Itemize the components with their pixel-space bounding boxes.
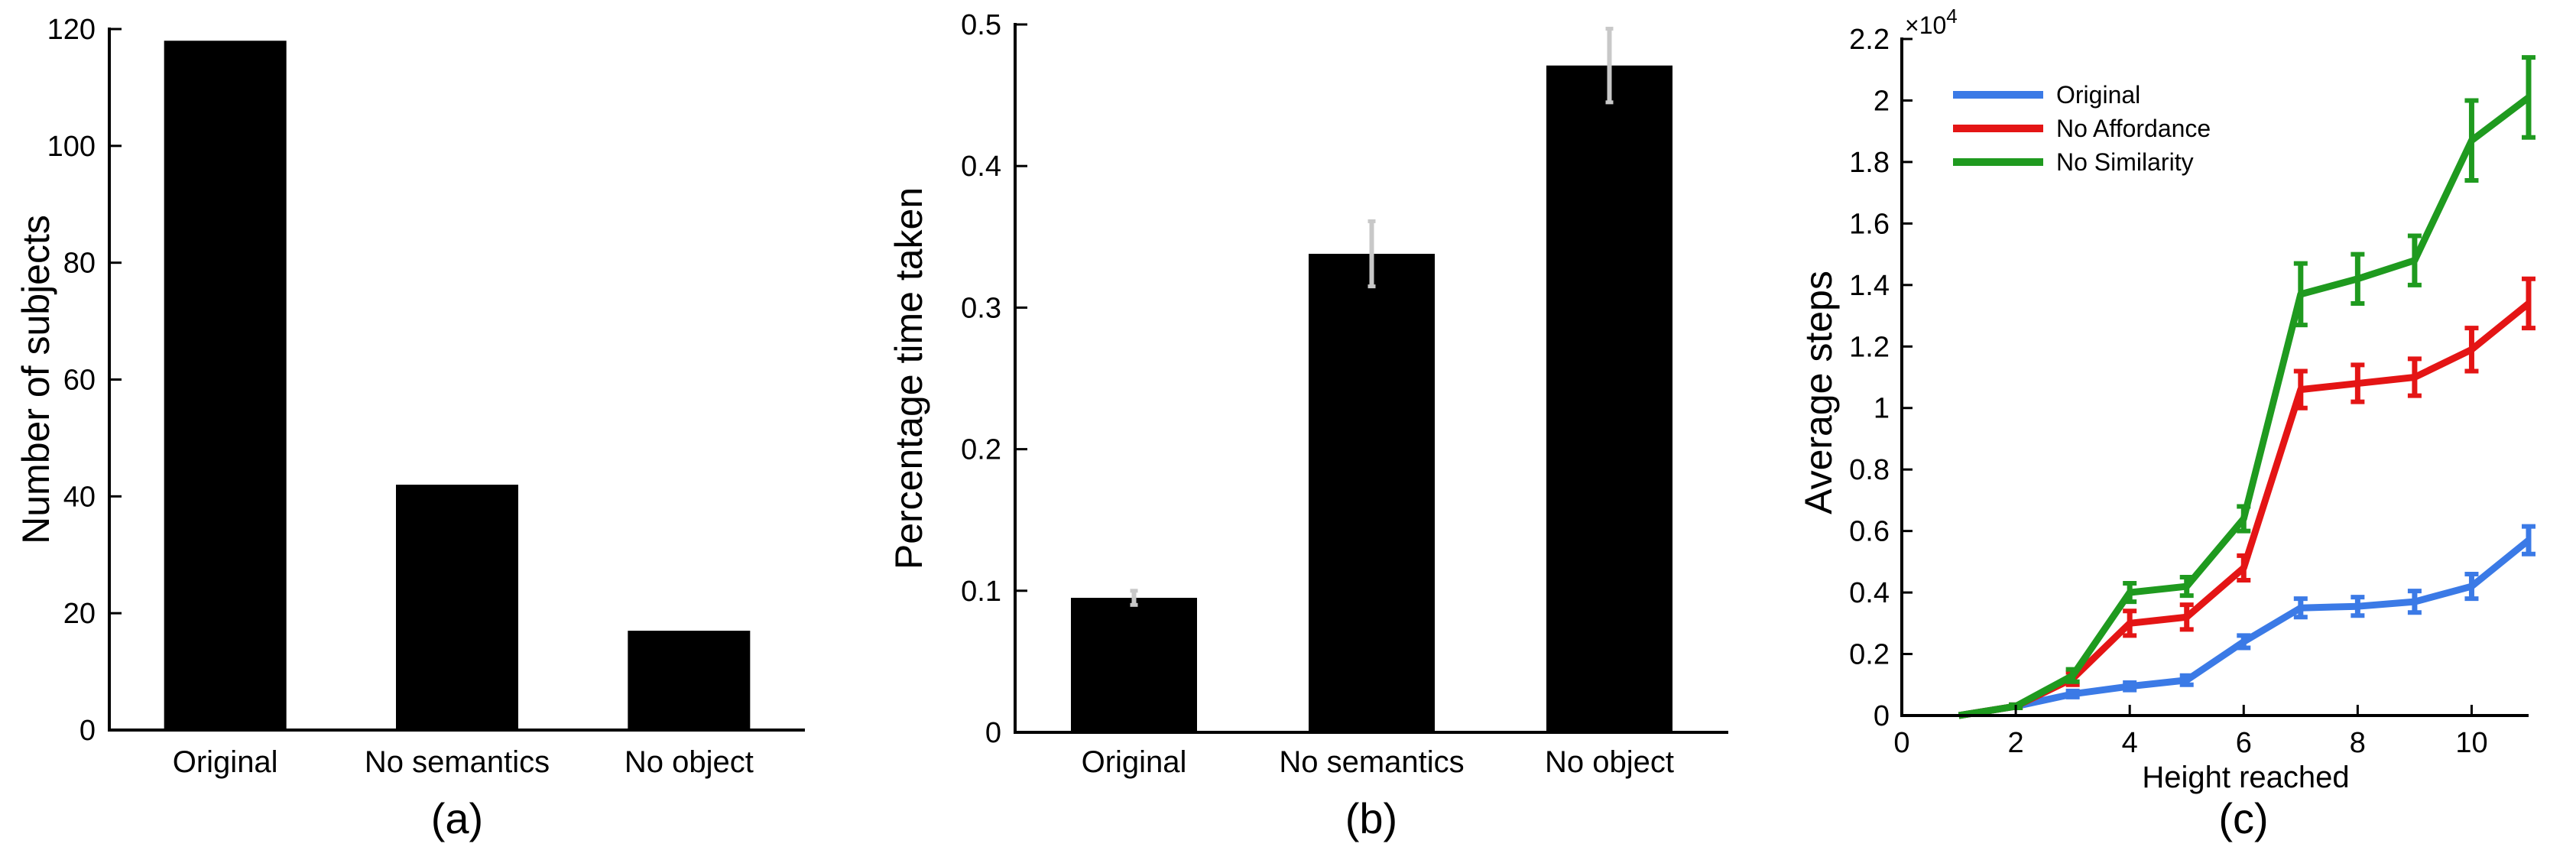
error-bar: [1605, 27, 1614, 105]
x-tick-label: 8: [2350, 727, 2366, 759]
error-bar: [2293, 596, 2308, 620]
error-bar: [2407, 356, 2422, 398]
x-tick-label: 4: [2122, 727, 2138, 759]
y-tick-label: 0.2: [961, 434, 1001, 466]
x-tick-label: No object: [625, 745, 754, 779]
error-bar: [2237, 553, 2251, 583]
error-bar: [2237, 504, 2251, 534]
chart-c: 0 0.2 0.4 0.6 0.8 1 1.2 1.4 1.6 1.8 2 2.2 0 2 4 6 8 10 ×10…: [1797, 5, 2535, 842]
y-tick-label: 0.3: [961, 292, 1001, 324]
error-bar: [2407, 233, 2422, 287]
y-tick-label: 1.4: [1849, 270, 1890, 302]
y-tick-label: 1.8: [1849, 147, 1890, 179]
error-bar: [2123, 608, 2137, 638]
error-bar: [2522, 524, 2535, 557]
y-tick-label: 60: [63, 365, 96, 397]
error-bar: [1367, 219, 1376, 289]
error-bar: [2123, 581, 2137, 605]
y-tick-label: 0.1: [961, 576, 1001, 608]
legend-item: Original: [1953, 81, 2140, 109]
y-tick-label: 0: [985, 717, 1001, 749]
bar: [1546, 65, 1672, 732]
series-no-similarity: [1958, 55, 2535, 719]
x-tick-label: 0: [1893, 727, 1909, 759]
error-bar: [2464, 98, 2479, 183]
y-tick-label: 100: [47, 131, 96, 163]
y-tick-label: 1.6: [1849, 208, 1890, 240]
y-tick-label: 1.2: [1849, 331, 1890, 363]
y-axis-label: Percentage time taken: [887, 187, 930, 570]
legend-label: No Affordance: [2056, 115, 2211, 142]
x-tick-label: No semantics: [365, 745, 550, 779]
y-multiplier-exponent: 4: [1946, 5, 1957, 28]
y-tick-label: 40: [63, 481, 96, 513]
y-multiplier-base: ×10: [1905, 11, 1946, 39]
error-bar: [2293, 261, 2308, 328]
series-original: [1958, 524, 2535, 719]
y-tick-label: 0.5: [961, 9, 1001, 41]
error-bar: [2237, 633, 2251, 651]
error-bar: [2065, 667, 2080, 684]
bar: [164, 41, 287, 731]
error-bar: [2351, 362, 2365, 404]
x-tick-label: Original: [1082, 745, 1187, 779]
legend-label: No Similarity: [2056, 148, 2194, 176]
x-tick-label: 2: [2008, 727, 2024, 759]
error-bar: [2464, 326, 2479, 374]
error-bar: [2351, 252, 2365, 306]
error-bar: [2522, 276, 2535, 331]
error-bar: [2407, 589, 2422, 615]
error-bar: [2464, 571, 2479, 602]
x-tick-label: No semantics: [1279, 745, 1464, 779]
x-axis-label: Height reached: [2142, 761, 2349, 794]
y-tick-label: 0: [79, 715, 96, 747]
chart-a: 0 20 40 60 80 100 120 Original No semantics No ob…: [15, 14, 805, 842]
error-bar: [2123, 680, 2137, 693]
y-tick-label: 1: [1874, 393, 1890, 425]
y-tick-label: 80: [63, 248, 96, 280]
error-bar: [2293, 368, 2308, 411]
y-tick-label: 0.6: [1849, 516, 1890, 548]
bar: [1071, 598, 1197, 732]
error-bar: [2179, 602, 2194, 632]
series-line: [1958, 94, 2531, 719]
y-axis-label: Number of subjects: [15, 215, 57, 544]
x-tick-label: Original: [173, 745, 278, 779]
error-bar: [2522, 55, 2535, 140]
bar: [628, 631, 751, 730]
y-tick-label: 0.4: [1849, 577, 1890, 609]
bar: [1309, 254, 1435, 732]
error-bar: [2179, 673, 2194, 687]
legend-item: No Similarity: [1953, 148, 2194, 176]
chart-b: 0 0.1 0.2 0.3 0.4 0.5 Original No semantics No o…: [887, 9, 1728, 842]
legend-item: No Affordance: [1953, 115, 2211, 142]
y-tick-label: 120: [47, 14, 96, 46]
y-tick-label: 0.4: [961, 151, 1001, 183]
x-tick-label: 6: [2236, 727, 2252, 759]
y-tick-label: 0.8: [1849, 454, 1890, 486]
y-axis-label: Average steps: [1797, 271, 1840, 514]
error-bar: [2351, 595, 2365, 618]
y-tick-label: 0: [1874, 700, 1890, 732]
y-tick-label: 2: [1874, 85, 1890, 117]
y-multiplier: ×104: [1905, 5, 1958, 39]
y-tick-label: 0.2: [1849, 639, 1890, 671]
panel-label: (a): [431, 794, 483, 842]
error-bar: [2065, 688, 2080, 699]
error-bar: [1130, 589, 1138, 607]
panel-label: (b): [1345, 794, 1397, 842]
y-tick-label: 2.2: [1849, 24, 1890, 56]
panel-label: (c): [2218, 794, 2268, 842]
y-tick-label: 20: [63, 598, 96, 630]
bar: [396, 485, 518, 730]
legend-label: Original: [2056, 81, 2140, 109]
x-tick-label: No object: [1545, 745, 1674, 779]
x-tick-label: 10: [2455, 727, 2487, 759]
error-bar: [2179, 574, 2194, 599]
legend: Original No Affordance No Similarity: [1953, 81, 2211, 176]
